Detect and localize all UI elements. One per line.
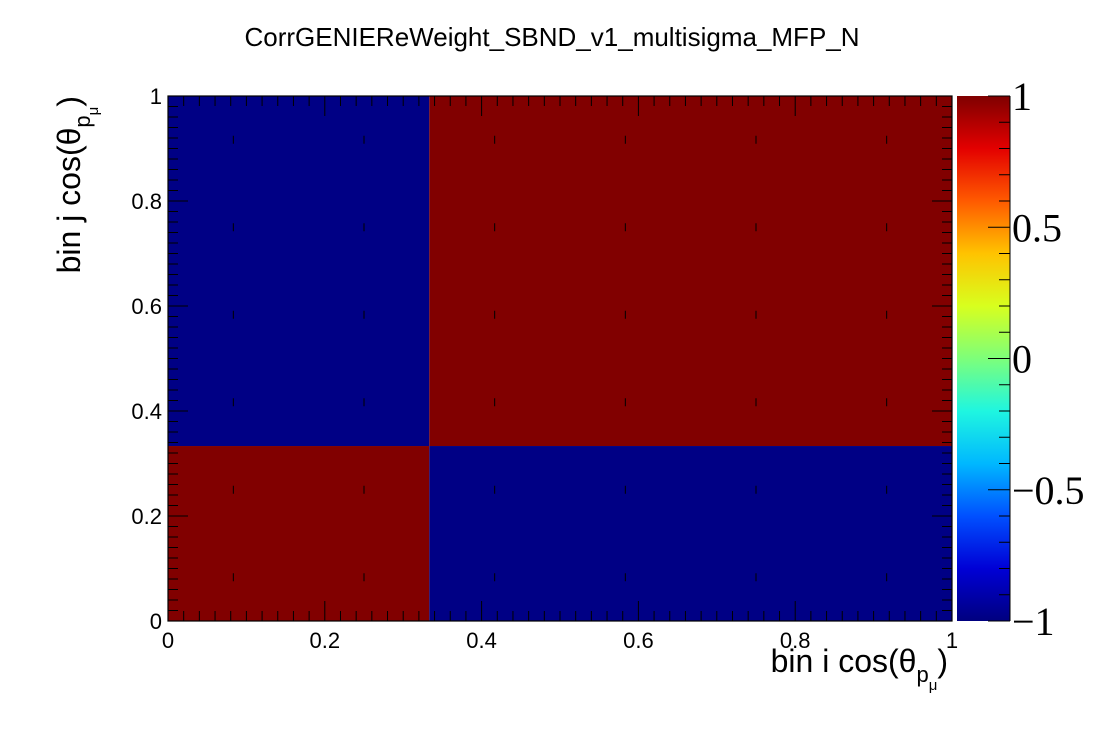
bin-markers — [232, 135, 888, 582]
heatmap-cell — [168, 96, 430, 447]
heatmap-cell — [429, 96, 952, 447]
y-axis-label: bin j cos(θpμ) — [51, 96, 102, 273]
heatmap-cells — [168, 96, 952, 621]
z-tick-label: 0.5 — [1012, 205, 1062, 250]
x-tick-label: 0.8 — [780, 628, 811, 653]
x-axis-label-subsub: μ — [929, 677, 938, 694]
x-tick-label: 0.6 — [623, 628, 654, 653]
y-tick-label: 1 — [150, 84, 162, 109]
x-tick-label: 0.2 — [310, 628, 341, 653]
z-tick-label: −0.5 — [1012, 468, 1085, 513]
y-axis-ticks: 0 0.2 0.4 0.6 0.8 1 — [131, 84, 952, 634]
y-axis-label-close: ) — [51, 96, 87, 107]
z-tick-label: 1 — [1012, 74, 1032, 119]
heatmap-cell — [429, 446, 952, 621]
y-axis-label-main: bin j cos(θ — [51, 128, 87, 274]
z-tick-label: −1 — [1012, 599, 1055, 644]
x-axis-label-sub: p — [916, 662, 928, 687]
x-axis-label: bin i cos(θpμ) — [771, 643, 948, 694]
chart-title: CorrGENIEReWeight_SBND_v1_multisigma_MFP… — [244, 22, 859, 52]
y-tick-label: 0 — [150, 609, 162, 634]
heatmap-cell — [168, 446, 430, 621]
x-axis-label-close: ) — [937, 643, 948, 679]
y-axis-label-subsub: μ — [85, 107, 102, 116]
x-tick-label: 0.4 — [466, 628, 497, 653]
z-tick-label: 0 — [1012, 337, 1032, 382]
x-axis-label-main: bin i cos(θ — [771, 643, 917, 679]
y-tick-label: 0.2 — [131, 504, 162, 529]
x-tick-label: 1 — [946, 628, 958, 653]
y-axis-label-sub: p — [70, 115, 95, 127]
color-scale-ticks: −1 −0.5 0 0.5 1 — [988, 74, 1085, 644]
x-tick-label: 0 — [162, 628, 174, 653]
y-tick-label: 0.6 — [131, 294, 162, 319]
y-tick-label: 0.8 — [131, 189, 162, 214]
y-tick-label: 0.4 — [131, 399, 162, 424]
